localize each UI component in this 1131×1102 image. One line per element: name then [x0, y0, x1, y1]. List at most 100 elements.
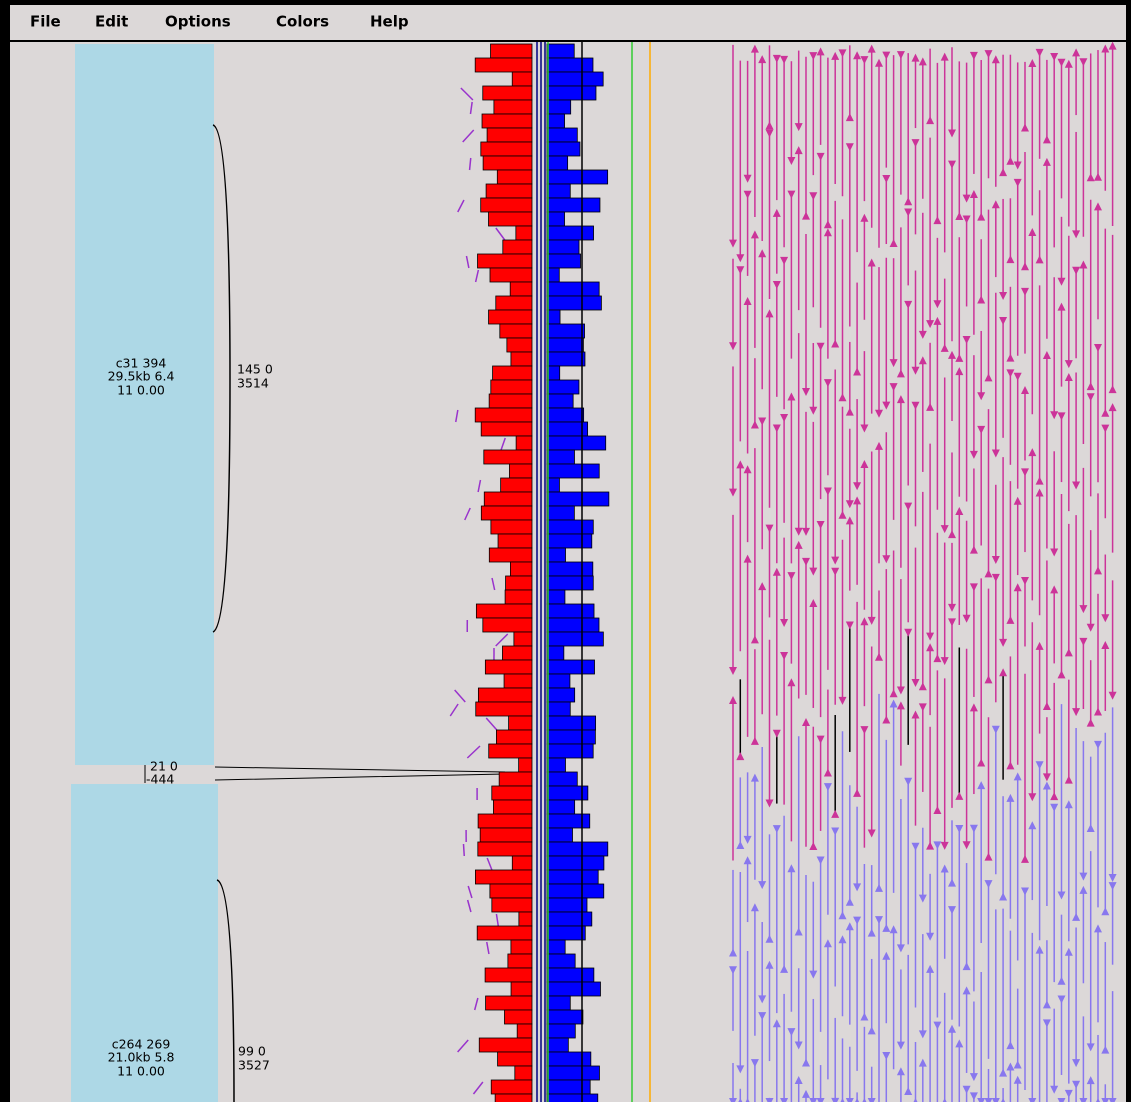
tick: [477, 479, 482, 493]
forward-bar: [475, 701, 533, 717]
forward-bar: [504, 589, 533, 605]
read-arrow: [1108, 403, 1117, 412]
read-arrow: [940, 525, 949, 534]
read-arrow: [860, 726, 869, 735]
tick: [473, 997, 479, 1011]
reverse-bar: [546, 351, 586, 367]
read-arrow: [940, 841, 949, 850]
forward-bar: [482, 155, 533, 171]
read-arrow: [845, 621, 854, 630]
tick: [486, 857, 493, 871]
read-arrow: [1108, 691, 1117, 700]
read-arrow: [1094, 344, 1102, 353]
reverse-bar: [546, 743, 594, 759]
read-arrow: [860, 617, 869, 626]
reverse-bar: [546, 967, 595, 983]
reverse-bar: [546, 561, 594, 577]
read-arrow: [991, 449, 1000, 458]
reverse-bar: [546, 729, 596, 745]
forward-bar: [488, 211, 533, 227]
read-arrow: [984, 373, 993, 382]
read-arrow: [1021, 385, 1029, 394]
read-arrow: [780, 413, 789, 422]
read-arrow: [823, 220, 832, 229]
forward-bar: [497, 533, 533, 549]
read-arrow: [823, 768, 832, 777]
read-arrow: [845, 500, 854, 509]
read-arrow: [955, 506, 964, 515]
read-arrow: [955, 353, 964, 362]
tick: [495, 913, 500, 927]
read-arrow: [809, 1098, 818, 1102]
reverse-bar: [546, 841, 609, 857]
reverse-bar: [546, 323, 585, 339]
read-arrow: [1064, 1089, 1073, 1098]
read-arrow: [823, 487, 832, 496]
read-arrow: [1021, 123, 1029, 132]
forward-bar: [490, 519, 533, 535]
read-arrow: [816, 342, 825, 351]
read-arrow: [1006, 1041, 1015, 1050]
read-arrow: [853, 883, 862, 892]
read-arrow: [948, 160, 956, 169]
read-arrow: [904, 208, 913, 217]
menu-item[interactable]: Edit: [95, 13, 128, 31]
reverse-bar: [546, 253, 581, 269]
forward-bar: [484, 967, 533, 983]
forward-bar: [513, 631, 533, 647]
read-arrow: [918, 682, 927, 691]
read-arrow: [1042, 781, 1051, 790]
forward-bar: [495, 295, 533, 311]
forward-bar: [510, 351, 533, 367]
read-arrow: [765, 934, 774, 943]
read-arrow: [984, 50, 993, 59]
read-arrow: [765, 309, 774, 318]
menu-item[interactable]: Help: [370, 13, 409, 31]
reverse-bar: [546, 673, 571, 689]
reverse-bar: [546, 617, 600, 633]
read-arrow: [1064, 59, 1073, 68]
read-arrow: [860, 213, 869, 222]
read-arrow: [736, 460, 745, 469]
read-arrow: [904, 777, 913, 786]
reverse-bar: [546, 309, 561, 325]
tick: [474, 269, 480, 283]
tick: [468, 157, 472, 171]
read-arrow: [933, 654, 942, 663]
contig-box[interactable]: [75, 44, 214, 765]
forward-bar: [502, 239, 533, 255]
reverse-bar: [546, 869, 599, 885]
read-arrow: [787, 392, 796, 401]
reverse-bar: [546, 1009, 584, 1025]
read-arrow: [743, 174, 752, 183]
read-arrow: [896, 944, 905, 953]
tick: [469, 101, 473, 115]
read-arrow: [1079, 260, 1088, 269]
read-arrow: [918, 1030, 927, 1039]
forward-bar: [493, 99, 533, 115]
contig-box[interactable]: [71, 784, 218, 1102]
reverse-bar: [546, 1051, 592, 1067]
forward-bar: [490, 43, 533, 59]
read-arrow: [1101, 641, 1110, 650]
read-arrow: [969, 51, 978, 60]
read-arrow: [896, 701, 905, 710]
read-arrow: [1064, 648, 1073, 657]
read-arrow: [904, 300, 913, 309]
read-arrow: [1035, 641, 1044, 650]
read-arrow: [794, 146, 803, 155]
menu-item[interactable]: File: [30, 13, 61, 31]
reverse-bar: [546, 113, 565, 129]
read-arrow: [838, 510, 847, 519]
read-arrow: [940, 657, 949, 666]
menu-item[interactable]: Colors: [276, 13, 329, 31]
read-arrow: [1072, 48, 1081, 57]
menu-item[interactable]: Options: [165, 13, 231, 31]
read-arrow: [729, 1098, 737, 1102]
read-arrow: [1079, 605, 1088, 614]
read-arrow: [845, 113, 854, 122]
reverse-bar: [546, 1023, 576, 1039]
read-arrow: [1079, 872, 1088, 881]
reads: [729, 41, 1117, 1102]
read-arrow: [1057, 670, 1066, 679]
